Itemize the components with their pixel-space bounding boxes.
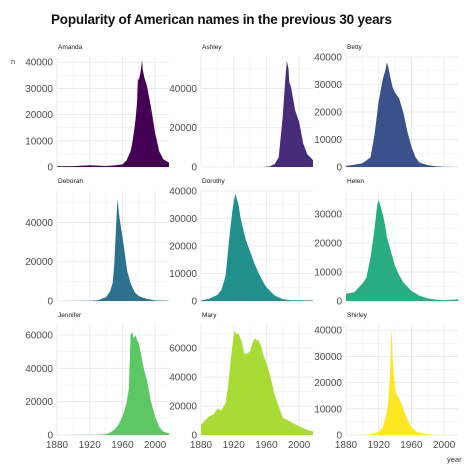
y-tick-label-amanda: 20000 [25, 110, 53, 121]
area-amanda [57, 59, 169, 167]
y-tick-label-deborah: 40000 [25, 218, 53, 229]
x-axis-title: year [447, 455, 462, 464]
y-tick-label-mary: 60000 [169, 344, 197, 355]
area-deborah [57, 198, 169, 301]
x-tick-label-jennifer: 1960 [111, 440, 134, 451]
y-tick-label-dorothy: 10000 [169, 269, 197, 280]
y-tick-label-amanda: 40000 [25, 58, 53, 69]
area-helen [346, 199, 458, 301]
area-dorothy [201, 193, 313, 301]
y-tick-label-shirley: 10000 [314, 404, 342, 415]
x-tick-label-shirley: 2000 [433, 440, 456, 451]
y-tick-label-betty: 20000 [314, 108, 342, 119]
y-tick-label-jennifer: 0 [47, 431, 53, 442]
y-tick-label-amanda: 10000 [25, 136, 53, 147]
y-tick-label-dorothy: 40000 [169, 187, 197, 198]
area-jennifer [57, 331, 169, 435]
y-tick-label-amanda: 0 [47, 163, 53, 174]
chart-title: Popularity of American names in the prev… [51, 12, 392, 27]
x-tick-label-mary: 1880 [190, 440, 213, 451]
strip-label-ashley: Ashley [202, 44, 222, 51]
x-tick-label-jennifer: 1920 [79, 440, 102, 451]
y-tick-label-mary: 20000 [169, 402, 197, 413]
x-tick-label-mary: 1960 [255, 440, 278, 451]
x-tick-label-jennifer: 1880 [46, 440, 69, 451]
y-tick-label-betty: 10000 [314, 135, 342, 146]
area-ashley [201, 60, 313, 167]
y-tick-label-deborah: 0 [47, 297, 53, 308]
strip-label-amanda: Amanda [58, 44, 83, 51]
y-tick-label-amanda: 30000 [25, 84, 53, 95]
strip-label-mary: Mary [202, 312, 217, 319]
y-tick-label-ashley: 0 [191, 163, 197, 174]
x-tick-label-mary: 1920 [223, 440, 246, 451]
area-shirley [346, 330, 458, 435]
y-tick-label-jennifer: 60000 [25, 331, 53, 342]
y-tick-label-shirley: 20000 [314, 378, 342, 389]
strip-label-shirley: Shirley [347, 312, 368, 319]
y-tick-label-helen: 10000 [314, 268, 342, 279]
y-tick-label-shirley: 30000 [314, 352, 342, 363]
y-tick-label-ashley: 40000 [169, 84, 197, 95]
y-tick-label-helen: 20000 [314, 239, 342, 250]
y-tick-label-dorothy: 20000 [169, 242, 197, 253]
y-tick-label-betty: 40000 [314, 53, 342, 64]
strip-label-betty: Betty [347, 44, 363, 51]
x-tick-label-jennifer: 2000 [144, 440, 167, 451]
y-tick-label-betty: 30000 [314, 80, 342, 91]
y-tick-label-helen: 0 [336, 297, 342, 308]
y-tick-label-shirley: 0 [336, 431, 342, 442]
y-tick-label-helen: 30000 [314, 210, 342, 221]
x-tick-label-shirley: 1920 [368, 440, 391, 451]
y-tick-label-deborah: 20000 [25, 257, 53, 268]
y-tick-label-jennifer: 20000 [25, 397, 53, 408]
y-axis-title: n [11, 57, 15, 66]
x-tick-label-shirley: 1960 [400, 440, 423, 451]
y-tick-label-betty: 0 [336, 163, 342, 174]
x-tick-label-shirley: 1880 [335, 440, 358, 451]
y-tick-label-mary: 40000 [169, 373, 197, 384]
strip-label-helen: Helen [347, 178, 364, 185]
y-tick-label-ashley: 20000 [169, 123, 197, 134]
x-tick-label-mary: 2000 [288, 440, 311, 451]
strip-label-dorothy: Dorothy [202, 178, 226, 185]
area-betty [346, 62, 458, 167]
y-tick-label-shirley: 40000 [314, 326, 342, 337]
area-mary [201, 330, 313, 435]
y-tick-label-dorothy: 0 [191, 297, 197, 308]
y-tick-label-mary: 0 [191, 431, 197, 442]
y-tick-label-dorothy: 30000 [169, 214, 197, 225]
strip-label-deborah: Deborah [58, 178, 83, 185]
strip-label-jennifer: Jennifer [58, 312, 82, 319]
y-tick-label-jennifer: 40000 [25, 364, 53, 375]
